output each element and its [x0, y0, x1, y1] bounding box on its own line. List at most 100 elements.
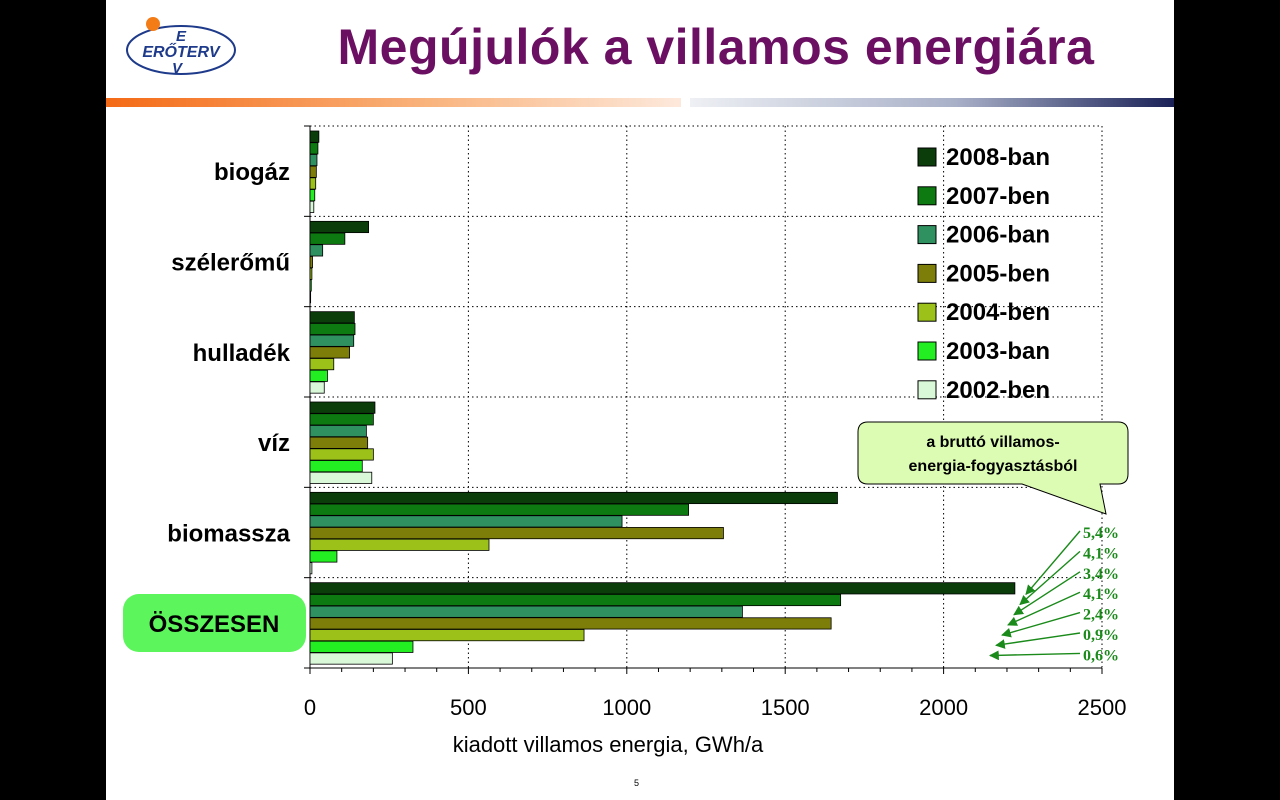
category-label: hulladék — [193, 340, 291, 367]
share-arrow — [1007, 591, 1081, 626]
bar — [309, 267, 313, 280]
x-tick-label: 1500 — [761, 695, 810, 720]
share-labels: 5,4% 4,1% 3,4% 4,1% 2,4% 0,9% 0,6% — [989, 525, 1119, 664]
legend-swatch — [917, 341, 937, 361]
legend-swatch — [917, 225, 937, 245]
category-labels: biogáz szélerőmű hulladék víz biomassza — [167, 159, 290, 547]
share-arrow — [1025, 530, 1081, 596]
share-label: 2,4% — [1083, 607, 1119, 624]
total-badge: ÖSSZESEN — [123, 594, 306, 652]
x-tick-label: 0 — [304, 695, 316, 720]
share-label: 0,6% — [1083, 647, 1119, 664]
share-arrow — [989, 650, 1081, 661]
eroterv-logo: E ERŐTERV V — [126, 17, 236, 77]
axes — [304, 125, 1103, 674]
bar — [309, 232, 346, 245]
share-label: 5,4% — [1083, 525, 1119, 542]
bar — [309, 550, 338, 563]
bar-chart: 0 500 1000 1500 2000 2500 biogáz szélerőmű hull… — [123, 125, 1129, 757]
share-label: 4,1% — [1083, 586, 1119, 603]
bar — [309, 142, 319, 155]
bar — [309, 605, 743, 618]
share-label: 4,1% — [1083, 545, 1119, 562]
total-badge-label: ÖSSZESEN — [149, 611, 280, 638]
bar — [309, 582, 1016, 595]
bar — [309, 460, 363, 473]
logo-letter-top: E — [176, 28, 187, 45]
bar — [309, 413, 374, 426]
bar — [309, 538, 490, 551]
bar — [309, 244, 324, 257]
share-arrow — [1001, 611, 1081, 638]
bar — [309, 200, 315, 213]
bar — [309, 322, 356, 336]
bar — [309, 346, 350, 359]
bar — [309, 515, 623, 528]
bar — [309, 291, 312, 304]
bar — [309, 381, 325, 394]
legend-label: 2003-ban — [946, 338, 1050, 365]
bar — [309, 527, 724, 540]
page-number: 5 — [634, 778, 640, 788]
legend-label: 2007-ben — [946, 183, 1050, 210]
slide-title: Megújulók a villamos energiára — [337, 19, 1095, 75]
bar — [309, 177, 317, 190]
x-tick-label: 2000 — [919, 695, 968, 720]
legend-swatch — [917, 263, 937, 283]
callout-line-1: a bruttó villamos- — [926, 434, 1059, 451]
share-arrow — [1013, 571, 1081, 616]
bar — [309, 562, 313, 575]
x-axis-label: kiadott villamos energia, GWh/a — [453, 732, 764, 757]
bars — [309, 130, 1016, 665]
bar — [309, 448, 374, 461]
callout: a bruttó villamos- energia-fogyasztásból — [857, 421, 1129, 515]
share-label: 0,9% — [1083, 627, 1119, 644]
slide: E ERŐTERV V Megújulók a villamos energiá… — [106, 0, 1174, 800]
x-tick-label: 500 — [450, 695, 487, 720]
bar — [309, 491, 838, 505]
legend-label: 2005-ben — [946, 260, 1050, 287]
legend-label: 2008-ban — [946, 144, 1050, 171]
bar — [309, 640, 414, 653]
logo-letter-bottom: V — [172, 60, 184, 77]
logo-wordmark: ERŐTERV — [142, 42, 221, 61]
bar — [309, 256, 313, 269]
legend-label: 2002-ben — [946, 377, 1050, 404]
category-label: biomassza — [167, 521, 290, 548]
category-label: szélerőmű — [171, 250, 290, 277]
bar — [309, 334, 355, 347]
x-tick-label: 2500 — [1078, 695, 1127, 720]
bar — [309, 311, 355, 324]
bar — [309, 279, 312, 292]
bar — [309, 189, 316, 202]
bar — [309, 424, 367, 438]
x-tick-label: 1000 — [602, 695, 651, 720]
bar — [309, 471, 373, 484]
callout-line-2: energia-fogyasztásból — [909, 458, 1078, 475]
x-tick-labels: 0 500 1000 1500 2000 2500 — [304, 695, 1127, 720]
share-arrow — [995, 632, 1081, 649]
bar — [309, 436, 369, 449]
category-label: biogáz — [214, 159, 290, 186]
header-band-orange — [106, 98, 681, 107]
bar — [309, 220, 370, 234]
grid-lines — [310, 125, 1103, 668]
bar — [309, 652, 393, 665]
share-arrow — [1019, 550, 1081, 606]
bar — [309, 401, 376, 414]
bar — [309, 593, 842, 607]
legend-swatch — [917, 380, 937, 400]
legend-swatch — [917, 302, 937, 322]
bar — [309, 358, 335, 371]
legend-label: 2006-ban — [946, 222, 1050, 249]
legend-swatch — [917, 186, 937, 206]
bar — [309, 617, 832, 630]
bar — [309, 153, 318, 167]
bar — [309, 629, 585, 642]
bar — [309, 165, 317, 178]
bar — [309, 503, 689, 516]
legend: 2008-ban 2007-ben 2006-ban 2005-ben 2004-ben… — [917, 144, 1050, 404]
legend-label: 2004-ben — [946, 299, 1050, 326]
header-band-blue — [690, 98, 1174, 107]
bar — [309, 369, 328, 382]
